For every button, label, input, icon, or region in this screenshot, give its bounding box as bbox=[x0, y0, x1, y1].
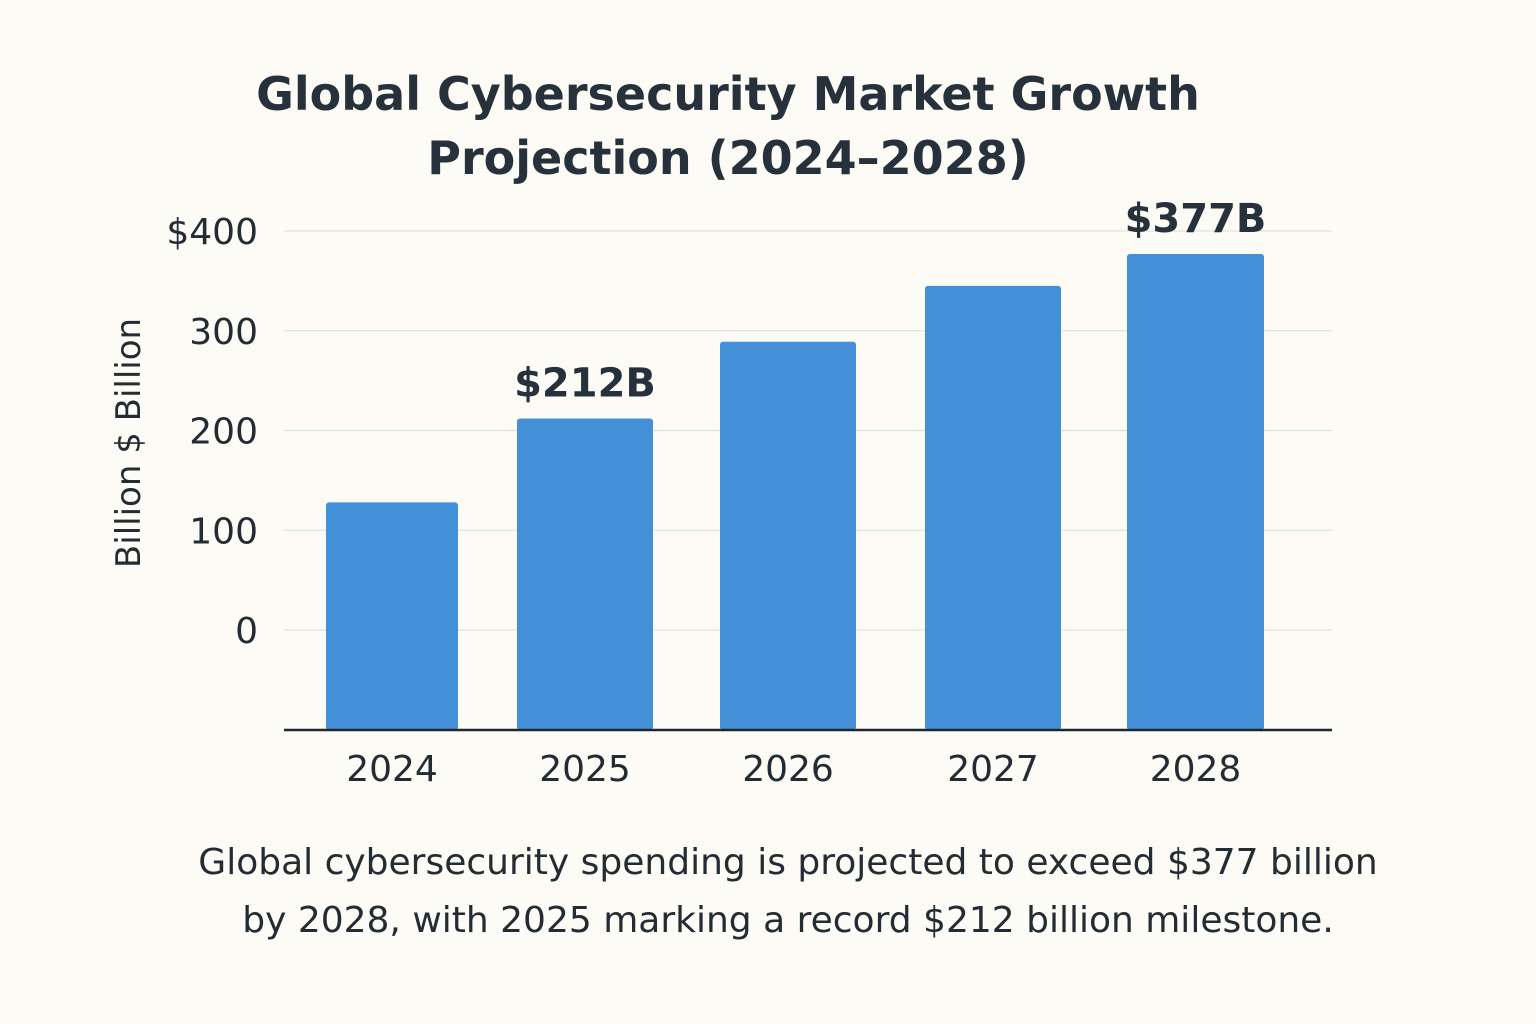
x-tick-label: 2025 bbox=[539, 749, 631, 790]
x-tick-label: 2028 bbox=[1150, 749, 1242, 790]
bar-2027 bbox=[925, 285, 1061, 730]
x-tick-label: 2024 bbox=[346, 749, 438, 790]
y-tick-label: 300 bbox=[189, 312, 258, 353]
y-tick-label: 0 bbox=[235, 611, 258, 652]
bar-2026 bbox=[720, 341, 856, 730]
chart-title-line-2: Projection (2024–2028) bbox=[427, 131, 1029, 185]
caption-line-2: by 2028, with 2025 marking a record $212… bbox=[242, 900, 1334, 941]
y-axis-label: Billion $ Billion bbox=[109, 318, 149, 568]
chart-title-line-1: Global Cybersecurity Market Growth bbox=[256, 67, 1200, 121]
x-tick-label: 2026 bbox=[742, 749, 834, 790]
chart-title: Global Cybersecurity Market Growth Proje… bbox=[0, 62, 1456, 190]
x-tick-label: 2027 bbox=[947, 749, 1039, 790]
chart-caption: Global cybersecurity spending is project… bbox=[0, 834, 1536, 950]
data-label-2028: $377B bbox=[1125, 196, 1267, 242]
bar-2024 bbox=[326, 502, 458, 730]
y-tick-label: 100 bbox=[189, 511, 258, 552]
caption-line-1: Global cybersecurity spending is project… bbox=[198, 842, 1378, 883]
y-tick-label: 200 bbox=[189, 412, 258, 453]
y-tick-label: $400 bbox=[166, 212, 258, 253]
bar-2028 bbox=[1127, 253, 1264, 730]
data-label-2025: $212B bbox=[514, 361, 656, 407]
bar-2025 bbox=[517, 418, 653, 730]
